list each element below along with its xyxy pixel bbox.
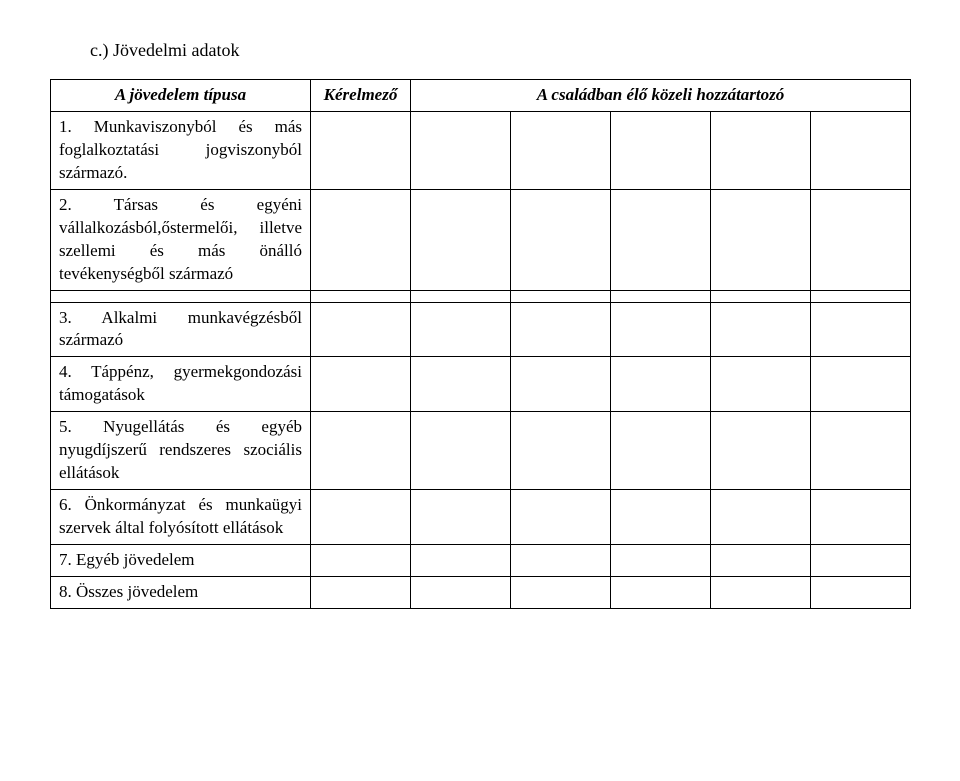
income-value-cell	[811, 576, 911, 608]
income-type-cell: 5. Nyugellátás és egyéb nyugdíjszerű ren…	[51, 412, 311, 490]
income-value-cell	[711, 189, 811, 290]
income-value-cell	[811, 302, 911, 357]
income-value-cell	[711, 576, 811, 608]
section-title: c.) Jövedelmi adatok	[90, 40, 910, 61]
table-row: 4. Táppénz, gyermekgondozási támogatások	[51, 357, 911, 412]
table-row: 3. Alkalmi munkavégzésből származó	[51, 302, 911, 357]
income-value-cell	[311, 357, 411, 412]
income-value-cell	[311, 189, 411, 290]
income-value-cell	[411, 412, 511, 490]
income-type-cell: 1. Munkaviszonyból és más foglalkoztatás…	[51, 111, 311, 189]
income-type-cell: 6. Önkormányzat és munkaügyi szervek ált…	[51, 490, 311, 545]
table-row: 2. Társas és egyéni vállalkozásból,őster…	[51, 189, 911, 290]
income-value-cell	[711, 490, 811, 545]
income-value-cell	[611, 357, 711, 412]
table-row: 6. Önkormányzat és munkaügyi szervek ált…	[51, 490, 911, 545]
income-type-cell: 3. Alkalmi munkavégzésből származó	[51, 302, 311, 357]
income-value-cell	[611, 189, 711, 290]
income-value-cell	[611, 544, 711, 576]
income-type-cell: 7. Egyéb jövedelem	[51, 544, 311, 576]
income-value-cell	[411, 302, 511, 357]
income-type-cell: 8. Összes jövedelem	[51, 576, 311, 608]
income-value-cell	[711, 357, 811, 412]
income-type-cell: 2. Társas és egyéni vállalkozásból,őster…	[51, 189, 311, 290]
income-value-cell	[511, 544, 611, 576]
table-row: 5. Nyugellátás és egyéb nyugdíjszerű ren…	[51, 412, 911, 490]
table-spacer-row	[51, 290, 911, 302]
income-value-cell	[811, 357, 911, 412]
income-value-cell	[511, 189, 611, 290]
income-value-cell	[611, 576, 711, 608]
income-value-cell	[411, 357, 511, 412]
income-table: A jövedelem típusa Kérelmező A családban…	[50, 79, 911, 609]
income-value-cell	[811, 189, 911, 290]
income-value-cell	[511, 412, 611, 490]
table-header-row: A jövedelem típusa Kérelmező A családban…	[51, 80, 911, 112]
income-value-cell	[811, 490, 911, 545]
income-type-cell: 4. Táppénz, gyermekgondozási támogatások	[51, 357, 311, 412]
header-type: A jövedelem típusa	[51, 80, 311, 112]
income-value-cell	[411, 490, 511, 545]
income-value-cell	[311, 544, 411, 576]
income-value-cell	[411, 111, 511, 189]
header-family: A családban élő közeli hozzátartozó	[411, 80, 911, 112]
table-row: 1. Munkaviszonyból és más foglalkoztatás…	[51, 111, 911, 189]
income-value-cell	[311, 111, 411, 189]
income-value-cell	[511, 576, 611, 608]
income-value-cell	[611, 111, 711, 189]
header-applicant: Kérelmező	[311, 80, 411, 112]
income-value-cell	[711, 111, 811, 189]
income-value-cell	[811, 412, 911, 490]
income-value-cell	[511, 111, 611, 189]
income-value-cell	[811, 111, 911, 189]
income-value-cell	[311, 302, 411, 357]
income-value-cell	[611, 302, 711, 357]
income-value-cell	[411, 544, 511, 576]
table-row: 7. Egyéb jövedelem	[51, 544, 911, 576]
income-value-cell	[411, 576, 511, 608]
income-value-cell	[611, 412, 711, 490]
income-value-cell	[511, 490, 611, 545]
income-value-cell	[411, 189, 511, 290]
income-value-cell	[711, 544, 811, 576]
income-value-cell	[711, 302, 811, 357]
table-row: 8. Összes jövedelem	[51, 576, 911, 608]
income-value-cell	[311, 490, 411, 545]
income-value-cell	[311, 412, 411, 490]
income-value-cell	[611, 490, 711, 545]
income-value-cell	[511, 302, 611, 357]
income-value-cell	[811, 544, 911, 576]
income-value-cell	[511, 357, 611, 412]
income-value-cell	[711, 412, 811, 490]
income-value-cell	[311, 576, 411, 608]
